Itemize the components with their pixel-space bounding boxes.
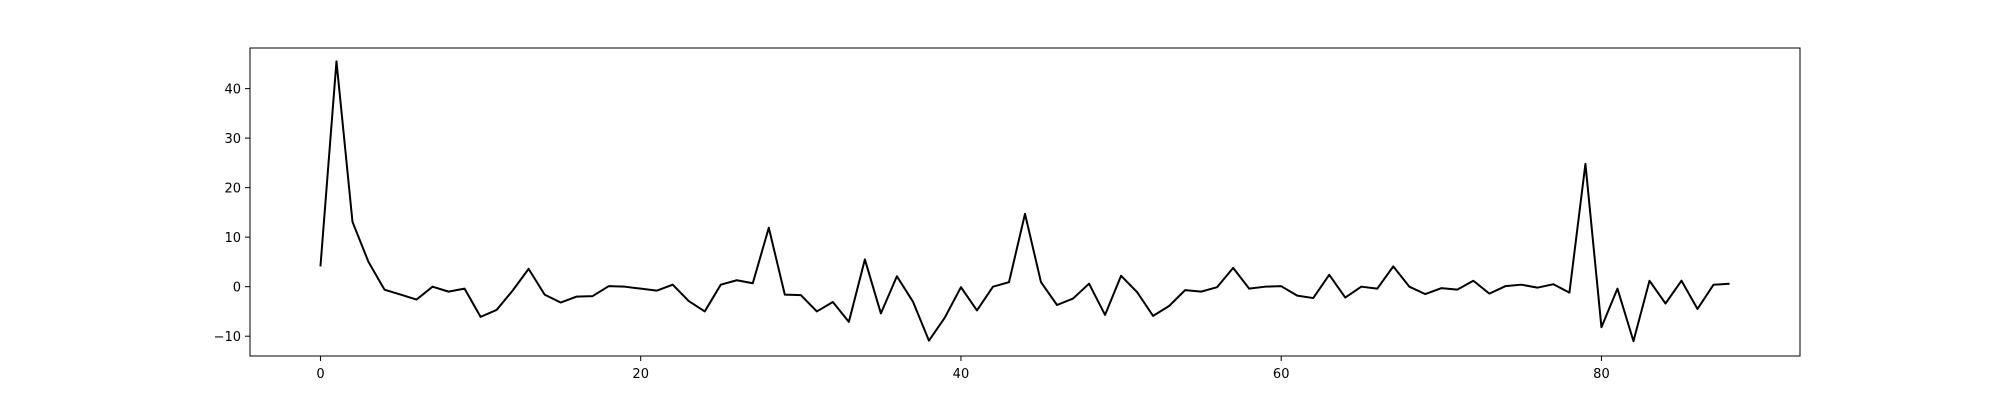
y-tick-label: 30: [224, 132, 241, 147]
x-tick-label: 60: [1273, 367, 1290, 382]
series-line-0: [319, 60, 1730, 343]
y-tick-label: 10: [224, 231, 241, 246]
axes-frame: [249, 47, 1801, 357]
x-tick-label: 80: [1593, 367, 1610, 382]
y-tick-label: 0: [233, 281, 241, 296]
y-tick-label: 20: [224, 182, 241, 197]
plot-area: [319, 60, 1730, 343]
y-tick-label: −10: [214, 330, 241, 345]
x-tick-label: 20: [632, 367, 649, 382]
x-tick-label: 40: [953, 367, 970, 382]
axes: 0 20 40 60 80 −10 0 10 20 30 40: [214, 47, 1801, 382]
y-tick-label: 40: [224, 83, 241, 98]
x-tick-label: 0: [316, 367, 324, 382]
